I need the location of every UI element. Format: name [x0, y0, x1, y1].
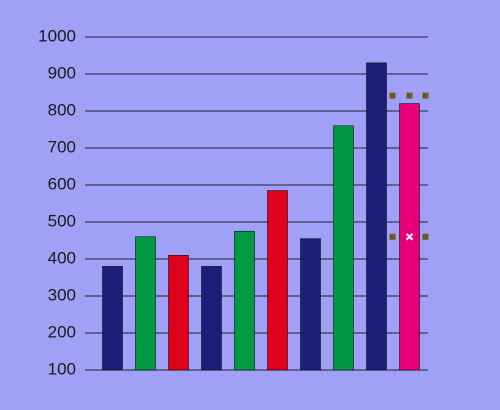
bar: [201, 266, 222, 371]
y-tick-label: 700: [48, 137, 76, 156]
y-tick-label: 800: [48, 100, 76, 119]
bar: [135, 236, 156, 371]
move-handle: [405, 233, 414, 241]
selection-handles: [389, 92, 429, 241]
handle: [389, 233, 396, 240]
handle: [422, 233, 429, 240]
bar: [300, 238, 321, 371]
y-tick-label: 400: [48, 248, 76, 267]
bar: [234, 230, 255, 371]
handle: [422, 92, 429, 99]
y-tick-label: 100: [48, 359, 76, 378]
y-tick-label: 900: [48, 63, 76, 82]
handle: [406, 92, 413, 99]
bar: [102, 266, 123, 371]
handle: [389, 92, 396, 99]
y-tick-label: 300: [48, 285, 76, 304]
y-tick-label: 600: [48, 174, 76, 193]
y-tick-label: 200: [48, 322, 76, 341]
bar: [366, 62, 387, 371]
y-tick-label: 1000: [38, 26, 76, 45]
y-tick-label: 500: [48, 211, 76, 230]
bar: [267, 190, 288, 371]
bar: [168, 255, 189, 371]
bar: [333, 125, 354, 371]
